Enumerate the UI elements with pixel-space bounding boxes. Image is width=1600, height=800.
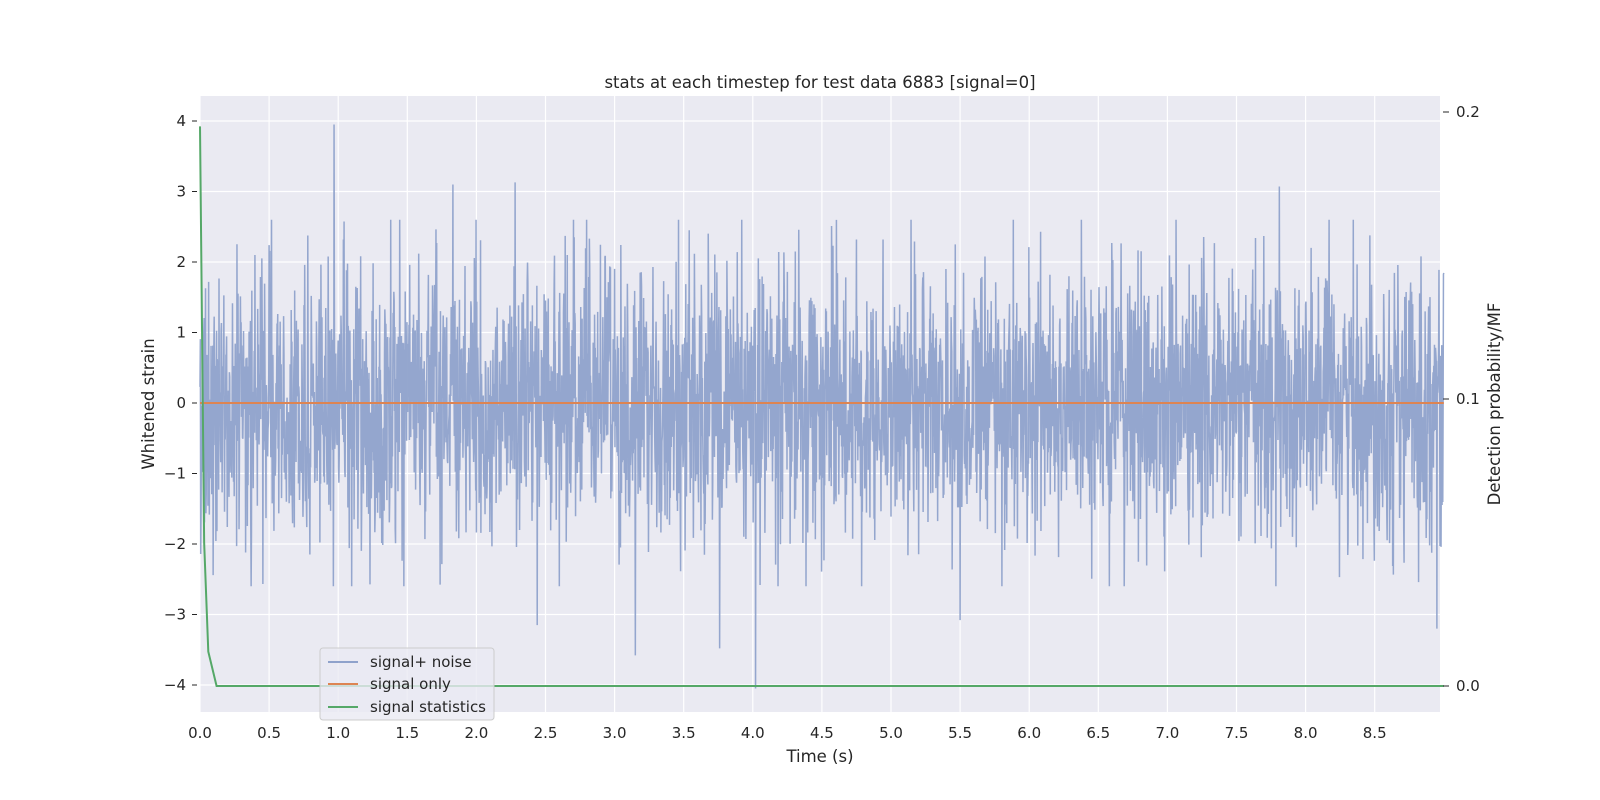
x-tick-label: 0.0 xyxy=(188,724,212,742)
legend-label-signal: signal only xyxy=(370,675,451,693)
x-axis: 0.0 0.5 1.0 1.5 2.0 2.5 3.0 3.5 4.0 4.5 5.0 5.5 6.0 6… xyxy=(188,724,1387,742)
y-tick-label: 0 xyxy=(176,394,186,412)
x-tick-label: 2.0 xyxy=(464,724,488,742)
y-tick-label: −2 xyxy=(164,535,186,553)
signal-statistics-series xyxy=(199,126,1444,687)
y-tick-label: −3 xyxy=(164,606,186,624)
x-tick-label: 5.5 xyxy=(948,724,972,742)
x-tick-label: 5.0 xyxy=(879,724,903,742)
legend-label-noise: signal+ noise xyxy=(370,653,472,671)
x-tick-label: 2.5 xyxy=(534,724,558,742)
x-tick-label: 4.5 xyxy=(810,724,834,742)
x-tick-label: 0.5 xyxy=(257,724,281,742)
x-tick-label: 1.0 xyxy=(326,724,350,742)
y-tick-label: 4 xyxy=(176,112,186,130)
y-tick-label: 3 xyxy=(176,183,186,201)
y-axis-left: −4 −3 −2 −1 0 1 2 3 4 xyxy=(164,112,197,694)
legend-box xyxy=(319,647,495,721)
y-axis-label: Whitened strain xyxy=(139,338,158,469)
legend-label-stats: signal statistics xyxy=(370,698,486,716)
x-tick-label: 7.5 xyxy=(1225,724,1249,742)
y2-tick-label: 0.2 xyxy=(1456,103,1480,121)
x-tick-label: 1.5 xyxy=(395,724,419,742)
y-tick-label: 1 xyxy=(176,324,186,342)
legend: signal+ noise signal only signal statist… xyxy=(319,647,495,721)
x-tick-label: 3.5 xyxy=(672,724,696,742)
signal-plus-noise-line xyxy=(199,124,1445,689)
y-tick-label: 2 xyxy=(176,253,186,271)
x-tick-label: 6.5 xyxy=(1086,724,1110,742)
signal-plus-noise-series xyxy=(199,124,1445,689)
y-tick-label: −1 xyxy=(164,465,186,483)
y-axis-right: 0.0 0.1 0.2 xyxy=(1443,103,1480,695)
x-tick-label: 8.0 xyxy=(1294,724,1318,742)
y2-axis-label: Detection probability/MF xyxy=(1485,303,1504,506)
x-tick-label: 7.0 xyxy=(1155,724,1179,742)
y2-tick-label: 0.0 xyxy=(1456,677,1480,695)
x-tick-label: 8.5 xyxy=(1363,724,1387,742)
x-tick-label: 6.0 xyxy=(1017,724,1041,742)
y-tick-label: −4 xyxy=(164,676,186,694)
chart-title: stats at each timestep for test data 688… xyxy=(604,73,1035,92)
x-tick-label: 3.0 xyxy=(603,724,627,742)
signal-statistics-line xyxy=(199,126,1444,687)
y2-tick-label: 0.1 xyxy=(1456,390,1480,408)
x-tick-label: 4.0 xyxy=(741,724,765,742)
x-axis-label: Time (s) xyxy=(785,747,853,766)
